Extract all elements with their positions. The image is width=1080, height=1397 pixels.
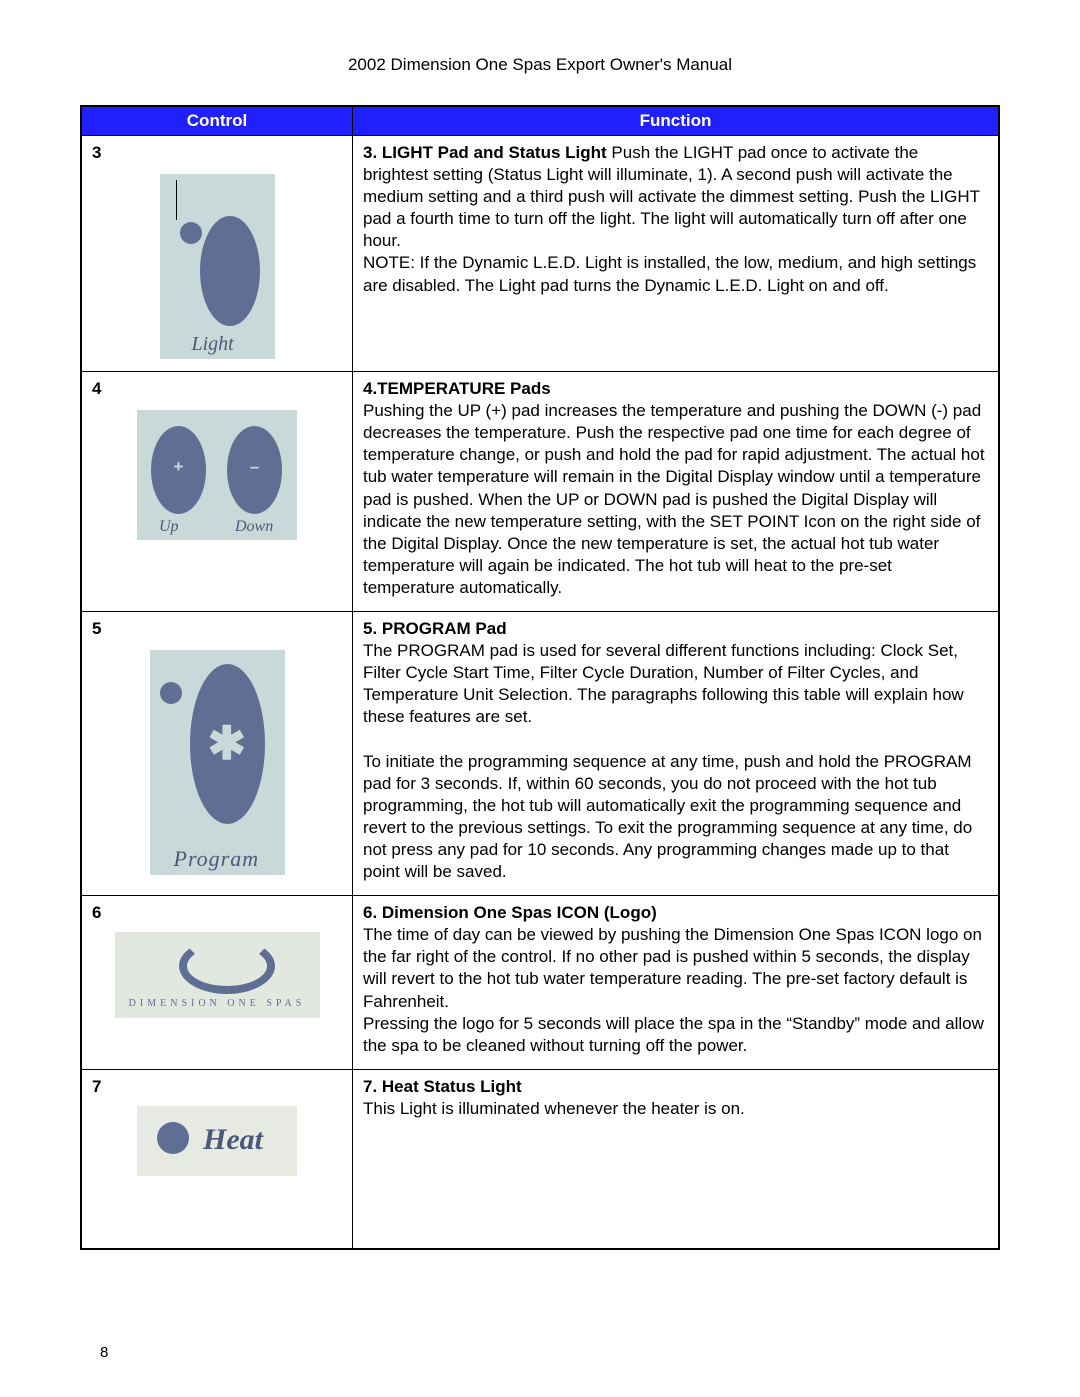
row-number: 6 [92,902,342,924]
function-cell: 7. Heat Status Light This Light is illum… [353,1069,1000,1249]
manual-page: 2002 Dimension One Spas Export Owner's M… [0,0,1080,1397]
temperature-pads-icon: + – Up Down [137,410,297,540]
heat-status-icon: Heat [137,1106,297,1176]
row-number: 7 [92,1076,342,1098]
pad-label: Heat [203,1120,263,1159]
func-body: The PROGRAM pad is used for several diff… [363,641,964,726]
table-row: 4 + – Up Down 4.TEMPERATURE Pads Pushing… [81,372,999,612]
func-body: This Light is illuminated whenever the h… [363,1099,745,1118]
th-function: Function [353,106,1000,136]
control-function-table: Control Function 3 Light 3. LIGHT Pad an [80,105,1000,1250]
control-cell: 7 Heat [81,1069,353,1249]
table-row: 5 ✱ Program 5. PROGRAM Pad The PROGRAM p… [81,612,999,896]
func-body: To initiate the programming sequence at … [363,752,972,881]
pad-label: DIMENSION ONE SPAS [115,997,320,1010]
control-cell: 4 + – Up Down [81,372,353,612]
func-head: 6. Dimension One Spas ICON (Logo) [363,903,657,922]
table-row: 6 DIMENSION ONE SPAS 6. Dimension One Sp… [81,896,999,1070]
func-head: 7. Heat Status Light [363,1077,522,1096]
func-body: Pressing the logo for 5 seconds will pla… [363,1014,984,1055]
pad-label: Light [192,331,234,357]
program-pad-icon: ✱ Program [150,650,285,875]
table-row: 3 Light 3. LIGHT Pad and Status Light Pu… [81,136,999,372]
func-head: 5. PROGRAM Pad [363,619,507,638]
function-cell: 4.TEMPERATURE Pads Pushing the UP (+) pa… [353,372,1000,612]
control-cell: 3 Light [81,136,353,372]
func-head: 4.TEMPERATURE Pads [363,379,551,398]
row-number: 5 [92,618,342,640]
function-cell: 3. LIGHT Pad and Status Light Push the L… [353,136,1000,372]
pad-label-down: Down [235,517,273,538]
func-head: 3. LIGHT Pad and Status Light [363,143,611,162]
row-number: 4 [92,378,342,400]
func-body: The time of day can be viewed by pushing… [363,925,982,1010]
d1-logo-icon: DIMENSION ONE SPAS [115,932,320,1018]
table-row: 7 Heat 7. Heat Status Light This Light i… [81,1069,999,1249]
func-body: Pushing the UP (+) pad increases the tem… [363,401,985,597]
row-number: 3 [92,142,342,164]
control-cell: 5 ✱ Program [81,612,353,896]
doc-title: 2002 Dimension One Spas Export Owner's M… [80,55,1000,75]
control-cell: 6 DIMENSION ONE SPAS [81,896,353,1070]
pad-label: Program [174,845,260,874]
pad-label-up: Up [159,517,179,538]
light-pad-icon: Light [160,174,275,359]
function-cell: 6. Dimension One Spas ICON (Logo) The ti… [353,896,1000,1070]
th-control: Control [81,106,353,136]
func-body: NOTE: If the Dynamic L.E.D. Light is ins… [363,253,976,294]
function-cell: 5. PROGRAM Pad The PROGRAM pad is used f… [353,612,1000,896]
page-number: 8 [100,1344,108,1361]
